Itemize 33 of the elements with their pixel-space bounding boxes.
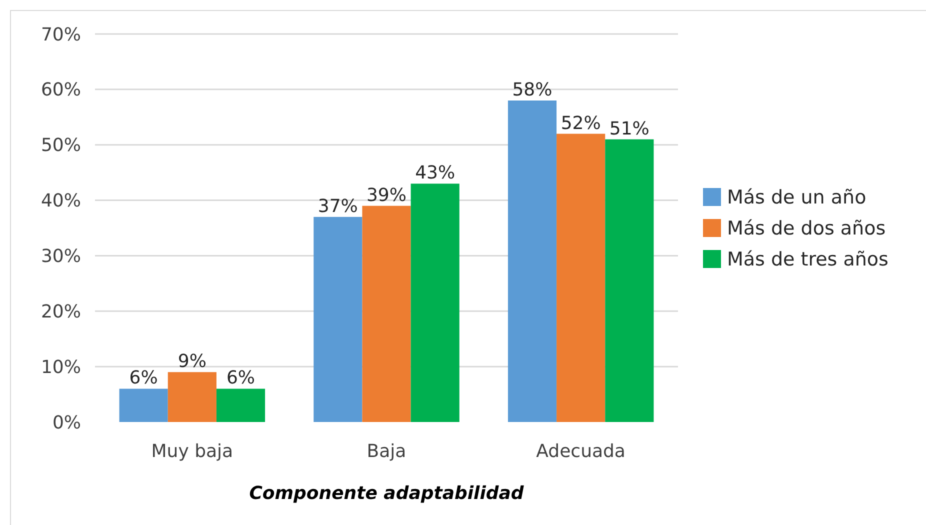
- bar: [314, 216, 362, 422]
- y-tick-label: 40%: [40, 190, 81, 212]
- y-tick-label: 60%: [40, 80, 81, 101]
- data-label: 43%: [415, 162, 456, 184]
- y-tick-label: 10%: [40, 356, 81, 378]
- y-tick-label: 0%: [52, 412, 81, 434]
- x-tick-label: Muy baja: [151, 441, 234, 462]
- data-label: 37%: [318, 196, 358, 217]
- x-tick-label: Adecuada: [536, 441, 626, 462]
- bar: [410, 184, 460, 422]
- data-label: 58%: [512, 80, 552, 101]
- data-label: 6%: [129, 368, 158, 389]
- bar: [168, 372, 216, 422]
- y-tick-label: 20%: [40, 301, 81, 322]
- x-axis-title: Componente adaptabilidad: [249, 483, 525, 504]
- data-label: 39%: [366, 184, 407, 206]
- bar: [119, 388, 168, 422]
- bar: [216, 388, 266, 422]
- legend-label: Más de dos años: [727, 218, 886, 240]
- bar: [508, 100, 557, 422]
- bar: [556, 134, 606, 422]
- data-label: 51%: [609, 118, 650, 140]
- data-label: 52%: [560, 112, 601, 134]
- bar: [362, 206, 411, 422]
- y-tick-label: 30%: [40, 246, 81, 268]
- bar: [605, 139, 654, 422]
- x-tick-label: Baja: [366, 441, 406, 462]
- data-label: 6%: [226, 368, 256, 389]
- legend-label: Más de un año: [727, 186, 866, 209]
- data-label: 9%: [178, 351, 206, 372]
- y-tick-label: 50%: [40, 135, 81, 156]
- legend-label: Más de tres años: [727, 248, 888, 271]
- y-tick-label: 70%: [40, 24, 81, 46]
